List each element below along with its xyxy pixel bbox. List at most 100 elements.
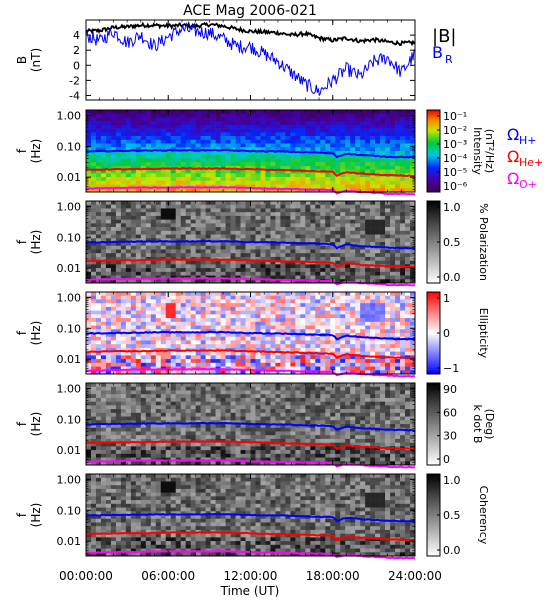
heatmap-cell (320, 299, 326, 304)
heatmap-cell (210, 340, 216, 345)
heatmap-cell (400, 162, 406, 167)
heatmap-cell (265, 321, 271, 326)
heatmap-cell (285, 117, 291, 122)
heatmap-cell (260, 306, 266, 311)
heatmap-cell (115, 177, 122, 182)
heatmap-cell (300, 212, 306, 217)
heatmap-cell (120, 340, 127, 345)
heatmap-cell (240, 128, 246, 133)
heatmap-cell (125, 124, 132, 129)
heatmap-cell (215, 362, 221, 367)
heatmap-cell (165, 177, 172, 182)
heatmap-cell (100, 310, 107, 315)
heatmap-cell (105, 201, 112, 206)
heatmap-cell (150, 253, 157, 258)
heatmap-cell (100, 180, 107, 185)
heatmap-cell (180, 295, 186, 300)
heatmap-cell (285, 260, 291, 265)
heatmap-cell (390, 188, 396, 193)
heatmap-cell (185, 154, 191, 159)
heatmap-cell (250, 295, 256, 300)
heatmap-cell (155, 340, 162, 345)
heatmap-cell (275, 121, 281, 126)
heatmap-cell (180, 143, 186, 148)
heatmap-cell (125, 162, 132, 167)
heatmap-cell (90, 362, 97, 367)
heatmap-cell (230, 318, 236, 323)
heatmap-cell (320, 154, 326, 159)
heatmap-cell (340, 366, 346, 371)
heatmap-cell (350, 158, 356, 163)
heatmap-cell (240, 184, 246, 189)
heatmap-cell (110, 169, 117, 174)
heatmap-cell (290, 362, 296, 367)
heatmap-cell (240, 188, 246, 193)
heatmap-cell (335, 279, 341, 284)
heatmap-cell (180, 162, 186, 167)
heatmap-cell (215, 234, 221, 239)
heatmap-cell (115, 275, 122, 280)
heatmap-cell (165, 242, 172, 247)
heatmap-cell (95, 201, 102, 206)
heatmap-cell (170, 180, 177, 185)
heatmap-cell (110, 230, 117, 235)
heatmap-cell (290, 139, 296, 144)
heatmap-cell (105, 333, 112, 338)
heatmap-cell (295, 151, 301, 156)
heatmap-cell (110, 314, 117, 319)
heatmap-cell (375, 303, 381, 308)
heatmap-cell (400, 351, 406, 356)
heatmap-cell (380, 279, 386, 284)
heatmap-cell (360, 370, 366, 375)
heatmap-cell (255, 143, 261, 148)
heatmap-cell (275, 366, 281, 371)
heatmap-cell (86, 151, 92, 156)
heatmap-cell (230, 268, 236, 273)
heatmap-cell (235, 147, 241, 152)
heatmap-cell (105, 362, 112, 367)
heatmap-cell (155, 154, 162, 159)
heatmap-cell (375, 306, 381, 311)
heatmap-cell (190, 188, 196, 193)
heatmap-cell (135, 292, 142, 297)
heatmap-cell (95, 256, 102, 261)
heatmap-cell (300, 177, 306, 182)
heatmap-cell (345, 121, 351, 126)
heatmap-cell (385, 184, 391, 189)
heatmap-cell (160, 110, 167, 115)
heatmap-cell (125, 256, 132, 261)
heatmap-cell (160, 362, 167, 367)
heatmap-cell (395, 215, 401, 220)
heatmap-cell (105, 212, 112, 217)
heatmap-cell (130, 245, 137, 250)
heatmap-cell (310, 303, 316, 308)
heatmap-cell (260, 208, 266, 213)
heatmap-cell (370, 370, 376, 375)
heatmap-cell (180, 333, 186, 338)
heatmap-cell (110, 362, 117, 367)
heatmap-cell (135, 256, 142, 261)
heatmap-cell (240, 165, 246, 170)
heatmap-cell (125, 151, 132, 156)
heatmap-cell (215, 306, 221, 311)
y-tick-label: 1.00 (57, 109, 82, 122)
heatmap-cell (300, 279, 306, 284)
heatmap-cell (330, 121, 336, 126)
heatmap-cell (90, 242, 97, 247)
heatmap-cell (185, 223, 191, 228)
heatmap-cell (345, 256, 351, 261)
heatmap-cell (140, 362, 147, 367)
heatmap-cell (265, 299, 271, 304)
heatmap-cell (355, 215, 361, 220)
heatmap-cell (365, 121, 371, 126)
heatmap-cell (100, 212, 107, 217)
heatmap-cell (86, 219, 92, 224)
heatmap-cell (175, 184, 182, 189)
heatmap-cell (230, 370, 236, 375)
heatmap-cell (230, 162, 236, 167)
heatmap-cell (355, 180, 361, 185)
heatmap-cell (275, 147, 281, 152)
heatmap-cell (210, 318, 216, 323)
heatmap-cell (365, 295, 371, 300)
heatmap-cell (380, 344, 386, 349)
